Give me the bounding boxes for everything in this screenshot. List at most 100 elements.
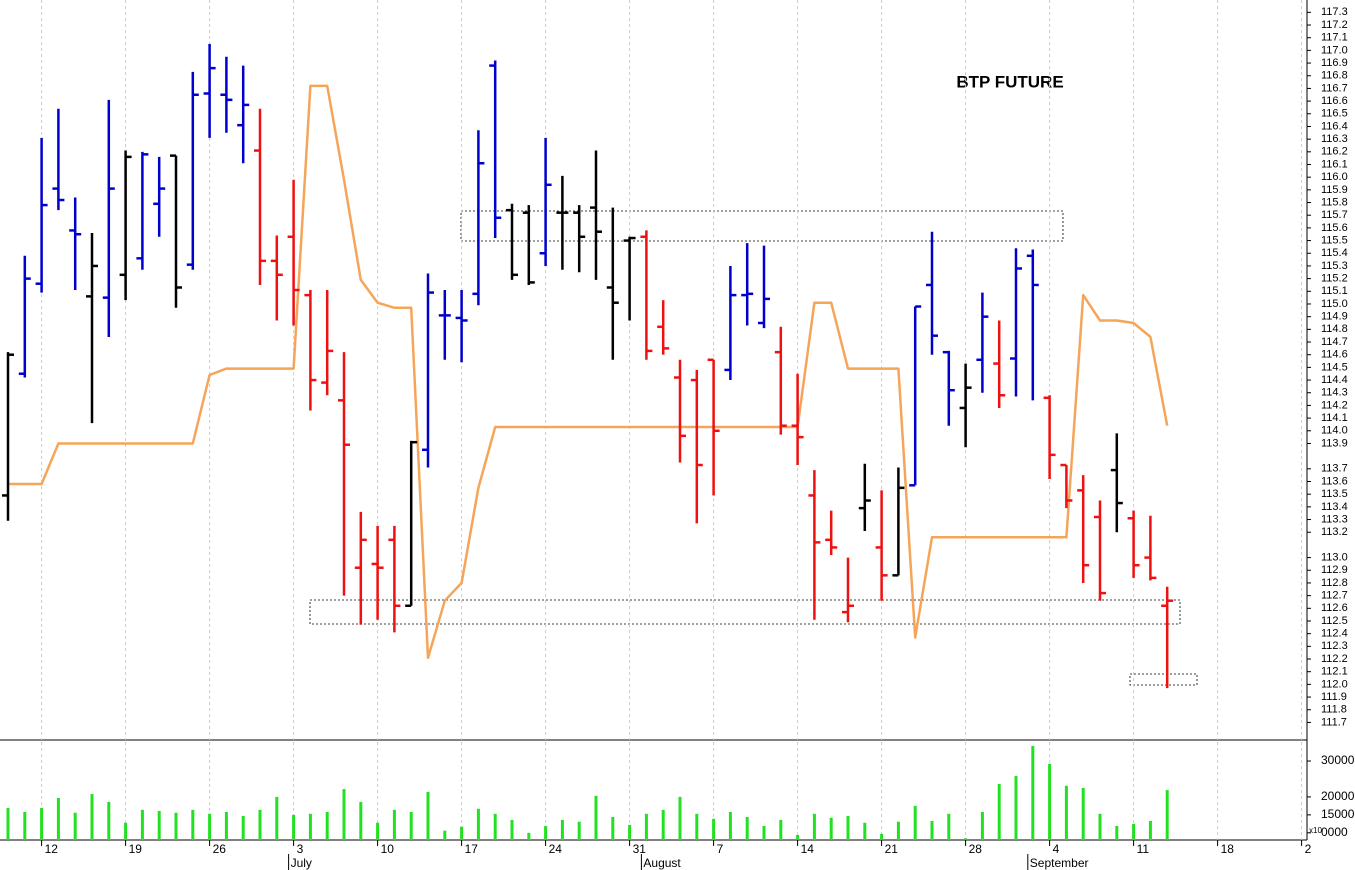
y-tick-label: 112.1 (1321, 666, 1348, 678)
y-tick-label: 111.9 (1321, 691, 1347, 703)
y-tick-label: 117.0 (1321, 44, 1348, 56)
volume-bar (1098, 813, 1102, 840)
y-tick-label: 112.4 (1321, 628, 1348, 640)
volume-bar (275, 796, 279, 840)
volume-bar (812, 813, 816, 840)
volume-bar (997, 784, 1001, 840)
y-tick-label: 115.0 (1321, 298, 1348, 310)
x-tick-label: 17 (465, 842, 479, 856)
y-tick-label: 112.7 (1321, 590, 1348, 602)
y-tick-label: 114.6 (1321, 349, 1348, 361)
y-tick-label: 114.8 (1321, 323, 1348, 335)
y-tick-label: 114.1 (1321, 412, 1348, 424)
volume-bar (443, 830, 447, 840)
volume-bar (493, 813, 497, 840)
x-tick-label: 14 (801, 842, 815, 856)
volume-bar (896, 821, 900, 840)
y-tick-label: 116.1 (1321, 158, 1348, 170)
y-tick-label: 114.5 (1321, 361, 1348, 373)
y-tick-label: 114.0 (1321, 425, 1348, 437)
y-tick-label: 113.4 (1321, 501, 1348, 513)
y-tick-label: 117.2 (1321, 19, 1348, 31)
y-tick-label: 112.3 (1321, 640, 1348, 652)
y-tick-label: 112.8 (1321, 577, 1348, 589)
y-tick-label: 115.3 (1321, 260, 1348, 272)
y-tick-label: 115.5 (1321, 234, 1348, 246)
chart-title: BTP FUTURE (956, 72, 1063, 91)
y-tick-label: 116.9 (1321, 57, 1348, 69)
y-tick-label: 114.9 (1321, 311, 1348, 323)
y-tick-label: 116.7 (1321, 82, 1348, 94)
volume-bar (762, 826, 766, 840)
volume-bar (577, 821, 581, 840)
volume-bar (594, 795, 598, 840)
volume-bar (913, 805, 917, 840)
y-tick-label: 115.9 (1321, 184, 1348, 196)
volume-bar (23, 812, 27, 840)
volume-bar (745, 817, 749, 840)
y-tick-label: 113.7 (1321, 463, 1348, 475)
y-tick-label: 115.2 (1321, 273, 1348, 285)
volume-bar (224, 812, 228, 840)
y-tick-label: 116.0 (1321, 171, 1348, 183)
volume-bar (376, 822, 380, 840)
y-tick-label: 115.7 (1321, 209, 1348, 221)
y-tick-label: 113.3 (1321, 513, 1348, 525)
volume-bar (1031, 745, 1035, 840)
volume-bar (140, 809, 144, 840)
month-label: July (291, 856, 312, 870)
volume-tick-label: 15000 (1321, 807, 1355, 821)
volume-bar (392, 809, 396, 840)
volume-bar (460, 826, 464, 840)
volume-bar (107, 801, 111, 840)
volume-bar (796, 834, 800, 840)
volume-bar (208, 813, 212, 840)
y-tick-label: 113.5 (1321, 488, 1348, 500)
volume-bar (880, 833, 884, 840)
volume-tick-label: 0000 (1321, 825, 1348, 839)
volume-bar (1115, 826, 1119, 840)
volume-bar (964, 838, 968, 840)
support-zone (309, 599, 1181, 625)
y-tick-label: 116.8 (1321, 70, 1348, 82)
volume-bar (1132, 823, 1136, 840)
y-tick-label: 112.9 (1321, 564, 1348, 576)
volume-bar (560, 819, 564, 840)
volume-bar (90, 794, 94, 840)
volume-bar (712, 818, 716, 840)
indicator-line (8, 84, 1169, 660)
y-tick-label: 112.6 (1321, 602, 1348, 614)
x-tick-label: 10 (381, 842, 395, 856)
x-tick-label: 21 (885, 842, 899, 856)
volume-bar (544, 826, 548, 840)
y-tick-label: 116.2 (1321, 146, 1348, 158)
y-tick-label: 114.7 (1321, 336, 1348, 348)
volume-bar (661, 809, 665, 840)
x-tick-label: 7 (717, 842, 724, 856)
volume-bar (779, 819, 783, 840)
volume-bar (342, 789, 346, 840)
y-tick-label: 116.3 (1321, 133, 1348, 145)
volume-bar (510, 819, 514, 840)
y-tick-label: 112.5 (1321, 615, 1348, 627)
y-tick-label: 112.0 (1321, 678, 1348, 690)
y-tick-label: 116.5 (1321, 108, 1348, 120)
resistance-zone (460, 210, 1064, 242)
volume-tick-label: 20000 (1321, 789, 1355, 803)
y-tick-label: 115.6 (1321, 222, 1348, 234)
volume-bar (728, 812, 732, 840)
x-tick-label: 4 (1053, 842, 1060, 856)
volume-bar (1148, 820, 1152, 840)
volume-bar (40, 808, 44, 840)
y-tick-label: 116.6 (1321, 95, 1348, 107)
y-tick-label: 116.4 (1321, 120, 1348, 132)
volume-multiplier: x10 (1309, 826, 1322, 835)
x-tick-label: 3 (297, 842, 304, 856)
volume-bar (292, 814, 296, 840)
volume-bar (695, 813, 699, 840)
volume-bar (1064, 785, 1068, 840)
volume-bar (930, 820, 934, 840)
x-tick-label: 24 (549, 842, 563, 856)
